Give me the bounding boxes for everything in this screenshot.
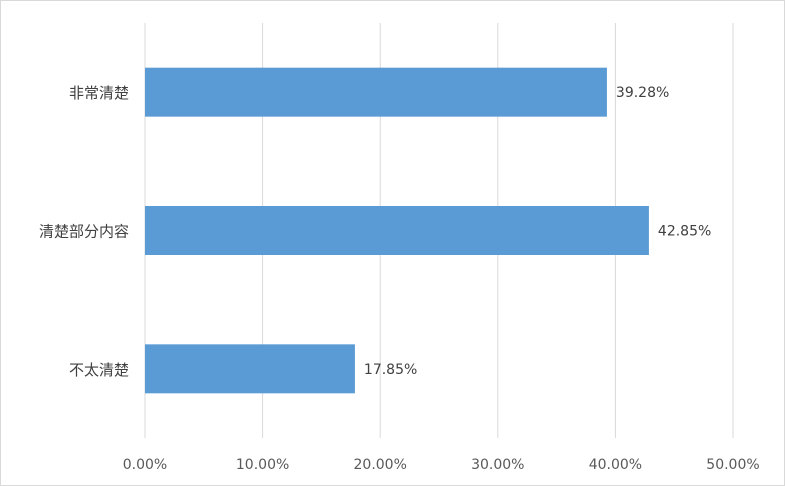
data-label: 17.85%: [364, 362, 417, 378]
category-label: 清楚部分内容: [39, 223, 129, 241]
x-tick-label: 20.00%: [354, 457, 407, 473]
bars: [145, 67, 649, 394]
bar: [145, 344, 355, 394]
x-tick-label: 10.00%: [236, 457, 289, 473]
value-axis-tick-labels: 0.00% 10.00% 20.00% 30.00% 40.00% 50.00%: [123, 457, 760, 473]
data-label: 39.28%: [616, 85, 669, 101]
x-tick-label: 40.00%: [589, 457, 642, 473]
x-tick-label: 50.00%: [706, 457, 759, 473]
data-labels: 39.28% 42.85% 17.85%: [364, 85, 711, 378]
bar: [145, 206, 649, 255]
data-label: 42.85%: [658, 224, 711, 240]
x-tick-label: 30.00%: [471, 457, 524, 473]
x-tick-label: 0.00%: [123, 457, 167, 473]
bar: [145, 67, 607, 117]
category-label: 非常清楚: [69, 84, 129, 102]
category-label: 不太清楚: [69, 361, 129, 379]
